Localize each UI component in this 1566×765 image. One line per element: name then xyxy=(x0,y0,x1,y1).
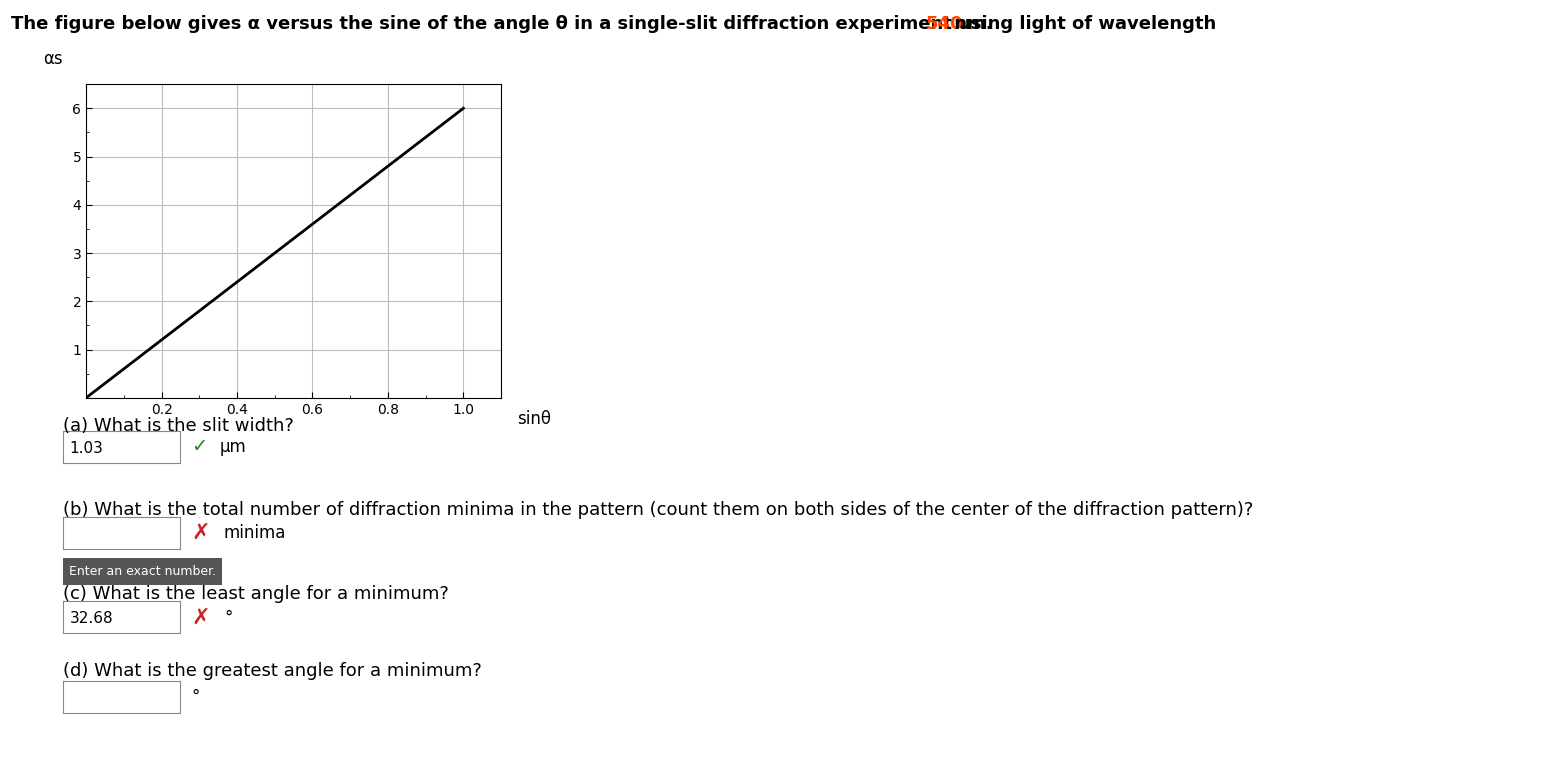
Text: (c) What is the least angle for a minimum?: (c) What is the least angle for a minimu… xyxy=(63,585,448,604)
Text: nm.: nm. xyxy=(949,15,993,33)
Text: °: ° xyxy=(191,688,199,706)
Text: 540: 540 xyxy=(926,15,963,33)
Text: °: ° xyxy=(224,608,232,627)
Text: μm: μm xyxy=(219,438,246,456)
Text: (d) What is the greatest angle for a minimum?: (d) What is the greatest angle for a min… xyxy=(63,662,481,680)
Text: (b) What is the total number of diffraction minima in the pattern (count them on: (b) What is the total number of diffract… xyxy=(63,501,1253,519)
Text: ✗: ✗ xyxy=(191,523,210,543)
Text: ✓: ✓ xyxy=(191,438,207,456)
Text: Enter an exact number.: Enter an exact number. xyxy=(69,565,216,578)
Text: 32.68: 32.68 xyxy=(69,611,113,627)
Text: (a) What is the slit width?: (a) What is the slit width? xyxy=(63,417,293,435)
Text: ✗: ✗ xyxy=(191,607,210,627)
Text: The figure below gives α versus the sine of the angle θ in a single-slit diffrac: The figure below gives α versus the sine… xyxy=(11,15,1223,33)
Y-axis label: αs: αs xyxy=(44,50,63,69)
Text: minima: minima xyxy=(224,524,287,542)
Text: 1.03: 1.03 xyxy=(69,441,103,456)
X-axis label: sinθ: sinθ xyxy=(517,410,551,428)
